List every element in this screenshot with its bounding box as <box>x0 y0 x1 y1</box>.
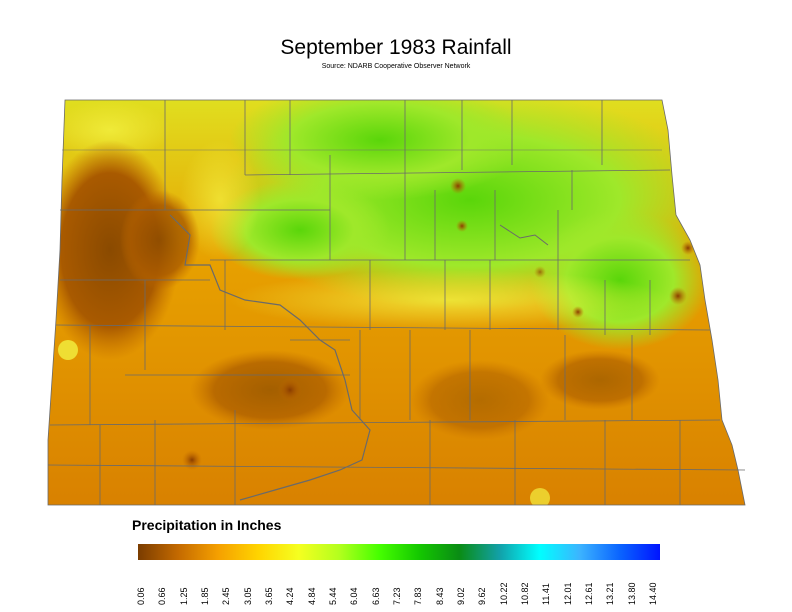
legend-tick-label: 10.82 <box>520 582 530 605</box>
legend-tick-label: 2.45 <box>221 587 232 605</box>
legend-tick-label: 9.62 <box>477 587 488 605</box>
legend-tick-label: 3.65 <box>264 587 274 605</box>
legend-tick-label: 13.21 <box>605 582 616 605</box>
legend-tick-label: 12.61 <box>584 582 594 605</box>
map-subtitle: Source: NDARB Cooperative Observer Netwo… <box>321 63 471 70</box>
legend-tick-label: 14.40 <box>648 582 658 605</box>
legend-tick-label: 0.66 <box>157 587 168 605</box>
legend-tick-label: 4.84 <box>306 587 317 605</box>
legend-tick-label: 3.05 <box>242 587 253 605</box>
legend-tick-label: 5.44 <box>328 587 338 605</box>
legend-tick-label: 6.63 <box>370 587 381 605</box>
legend-tick-label: 7.83 <box>413 587 424 605</box>
legend-tick-label: 7.23 <box>392 587 402 605</box>
legend-tick-label: 10.22 <box>498 582 509 605</box>
legend-tick-label: 1.25 <box>178 587 189 605</box>
county-boundaries <box>47 99 746 506</box>
legend-tick-label: 13.80 <box>626 582 637 605</box>
legend-tick-label: 12.01 <box>562 582 573 605</box>
legend-tick-label: 9.02 <box>456 587 466 605</box>
legend-tick-label: 6.04 <box>349 587 360 605</box>
legend-tick-label: 4.24 <box>285 587 296 605</box>
legend-tick-label: 8.43 <box>434 587 445 605</box>
map-title: September 1983 Rainfall <box>280 36 512 59</box>
legend-tick-label: 1.85 <box>200 587 210 605</box>
legend-colorbar <box>138 544 660 560</box>
legend-tick-label: 0.06 <box>136 587 146 605</box>
legend-title: Precipitation in Inches <box>132 517 282 533</box>
legend-tick-label: 11.41 <box>541 583 552 605</box>
